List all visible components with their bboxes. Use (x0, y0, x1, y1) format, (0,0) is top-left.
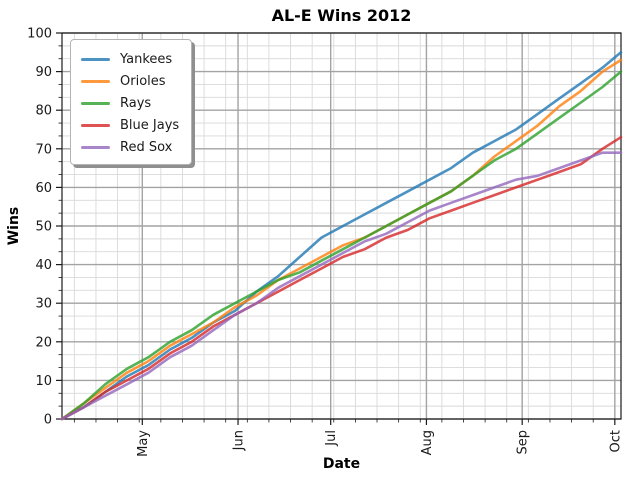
series-line-orioles (60, 58, 623, 421)
y-tick-label: 10 (35, 374, 52, 389)
x-axis-label: Date (322, 456, 361, 472)
y-tick-label: 80 (35, 104, 52, 119)
legend-swatch-rays (81, 101, 110, 105)
series-line-rays (60, 70, 623, 421)
y-tick-label: 20 (35, 335, 52, 350)
legend: Yankees Orioles Rays Blue Jays Red Sox (70, 39, 193, 165)
y-tick-label: 40 (35, 258, 52, 273)
legend-label-yankees: Yankees (120, 51, 173, 67)
legend-entry-blue-jays: Blue Jays (81, 114, 179, 136)
y-tick-label: 90 (35, 65, 52, 80)
series-line-yankees (60, 50, 623, 421)
legend-swatch-orioles (81, 79, 110, 83)
legend-entry-orioles: Orioles (81, 70, 179, 92)
legend-swatch-yankees (81, 57, 110, 61)
legend-entry-rays: Rays (81, 92, 179, 114)
y-axis-label: Wins (6, 206, 22, 246)
y-tick-label: 70 (35, 142, 52, 157)
y-tick-label: 0 (44, 413, 52, 428)
x-tick-label: Aug (420, 430, 435, 455)
legend-swatch-blue-jays (81, 123, 110, 127)
x-tick-label: Sep (516, 430, 531, 455)
x-tick-label: Jun (232, 430, 247, 451)
series-line-blue-jays (60, 135, 623, 421)
legend-label-rays: Rays (120, 95, 152, 111)
legend-entry-red-sox: Red Sox (81, 136, 179, 158)
y-tick-label: 30 (35, 297, 52, 312)
legend-entry-yankees: Yankees (81, 48, 179, 70)
legend-swatch-red-sox (81, 145, 110, 149)
legend-label-red-sox: Red Sox (120, 139, 173, 155)
y-tick-label: 100 (27, 27, 52, 42)
x-tick-label: Oct (608, 430, 623, 452)
x-tick-label: May (136, 430, 151, 457)
y-tick-label: 50 (35, 220, 52, 235)
x-tick-label: Jul (324, 430, 339, 447)
y-tick-label: 60 (35, 181, 52, 196)
series-line-red-sox (60, 151, 623, 421)
chart-title: AL-E Wins 2012 (271, 6, 412, 25)
legend-label-orioles: Orioles (120, 73, 166, 89)
legend-label-blue-jays: Blue Jays (120, 117, 180, 133)
